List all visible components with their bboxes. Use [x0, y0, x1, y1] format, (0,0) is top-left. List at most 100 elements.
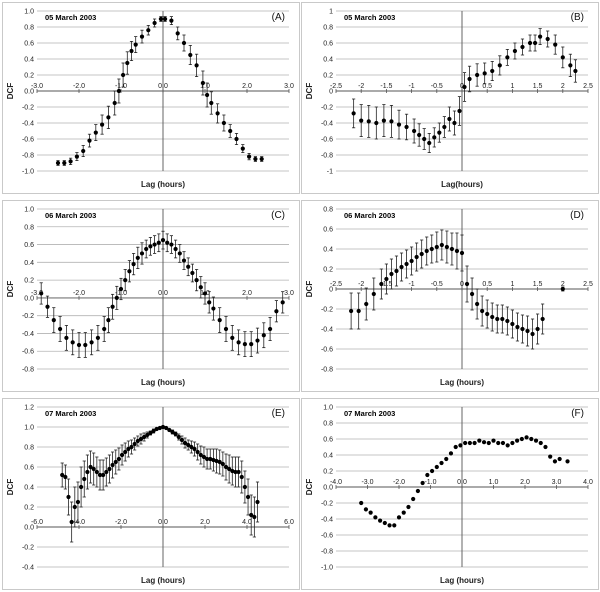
data-point	[515, 438, 520, 443]
panel-label: (F)	[571, 408, 584, 419]
data-point	[195, 449, 200, 455]
data-point	[448, 451, 454, 456]
data-point	[382, 520, 387, 526]
data-point	[194, 63, 199, 68]
data-point	[452, 120, 457, 126]
data-point	[139, 34, 145, 39]
data-point	[351, 111, 356, 116]
x-tick-label: 1.0	[200, 83, 210, 90]
y-tick-label: -1.0	[22, 169, 34, 176]
data-point	[274, 309, 279, 314]
data-point	[223, 326, 229, 332]
data-point	[66, 494, 71, 500]
data-point	[510, 321, 515, 327]
data-point	[198, 452, 203, 458]
data-point	[45, 304, 50, 309]
data-point	[230, 468, 235, 474]
data-point	[234, 136, 239, 142]
data-point	[268, 326, 273, 332]
data-point	[249, 512, 254, 518]
data-point	[396, 515, 402, 520]
chart-title: 06 March 2003	[45, 211, 96, 220]
data-point	[477, 438, 482, 443]
data-point	[444, 456, 449, 462]
y-tick-label: 1.0	[24, 425, 34, 432]
x-tick-label: 0.0	[457, 479, 467, 486]
x-tick-label: 0.5	[482, 281, 492, 288]
y-tick-label: 0.4	[24, 260, 34, 267]
data-point	[557, 456, 562, 462]
x-tick-label: 1.5	[533, 83, 543, 90]
data-point	[181, 258, 187, 263]
data-point	[91, 466, 96, 472]
data-point	[135, 255, 140, 260]
data-point	[123, 449, 128, 455]
data-point	[93, 130, 98, 135]
data-point	[384, 276, 389, 282]
data-point	[414, 254, 419, 260]
x-tick-label: 3.0	[284, 83, 294, 90]
data-point	[373, 515, 378, 520]
data-point	[453, 444, 458, 450]
y-tick-label: 0.6	[24, 41, 34, 48]
data-point	[133, 42, 138, 47]
data-point	[76, 342, 82, 348]
y-tick-label: 0.2	[24, 505, 34, 512]
data-point	[118, 286, 124, 292]
data-point	[379, 281, 384, 287]
data-point	[389, 271, 394, 277]
x-axis-label: Lag (hours)	[440, 576, 484, 585]
data-point	[424, 248, 429, 254]
y-tick-label: 0.4	[323, 57, 333, 64]
data-point	[486, 440, 491, 446]
data-point	[151, 428, 156, 434]
y-tick-label: 0.6	[24, 242, 34, 249]
data-point	[406, 504, 411, 510]
x-tick-label: 0.0	[158, 83, 168, 90]
chart-panel-f: -1.0 -0.8 -0.6 -0.4 -0.2 0.0 0.2 0.4 0.6 0.8 1.0 -4…	[301, 398, 599, 590]
data-point	[110, 462, 115, 468]
data-point	[458, 443, 463, 448]
data-point	[55, 160, 61, 166]
y-tick-label: -0.6	[22, 137, 34, 144]
data-point	[209, 100, 214, 106]
data-point	[85, 469, 90, 475]
data-point	[72, 504, 77, 510]
y-tick-label: 0.2	[24, 278, 34, 285]
y-tick-label: 0.0	[24, 89, 34, 96]
x-axis-label: Lag (hours)	[141, 180, 185, 189]
data-point	[510, 440, 515, 446]
data-point	[529, 436, 534, 442]
x-tick-label: -4.0	[73, 519, 85, 526]
x-tick-label: -2.5	[330, 281, 342, 288]
data-point	[527, 40, 533, 46]
data-point	[211, 457, 216, 463]
x-tick-label: 2.0	[242, 290, 252, 297]
data-point	[565, 459, 570, 464]
data-point	[240, 146, 245, 151]
x-tick-label: -3.0	[361, 479, 373, 486]
data-point	[192, 446, 197, 452]
data-point	[364, 301, 369, 307]
data-point	[472, 440, 477, 446]
x-tick-label: -6.0	[31, 519, 43, 526]
y-tick-label: -0.2	[22, 313, 34, 320]
data-point	[363, 507, 369, 512]
x-tick-label: -0.5	[431, 281, 443, 288]
chart-c-svg: -0.8 -0.6 -0.4 -0.2 0.0 0.2 0.4 0.6 0.8 1.0 -3.0 -2…	[6, 207, 294, 388]
y-tick-label: 0.2	[323, 267, 333, 274]
data-point	[447, 116, 452, 122]
y-tick-label: 0.8	[24, 224, 34, 231]
data-point	[389, 119, 394, 124]
data-point	[469, 291, 475, 297]
data-point	[152, 242, 157, 247]
data-point	[247, 154, 252, 159]
y-tick-label: 1.0	[24, 207, 34, 214]
data-point	[107, 466, 112, 472]
x-tick-label: 2.0	[242, 83, 252, 90]
data-point	[524, 435, 529, 440]
x-tick-label: -1	[408, 281, 414, 288]
y-tick-label: -0.6	[321, 137, 333, 144]
y-tick-label: -0.4	[321, 327, 333, 334]
y-tick-label: 0.4	[24, 485, 34, 492]
